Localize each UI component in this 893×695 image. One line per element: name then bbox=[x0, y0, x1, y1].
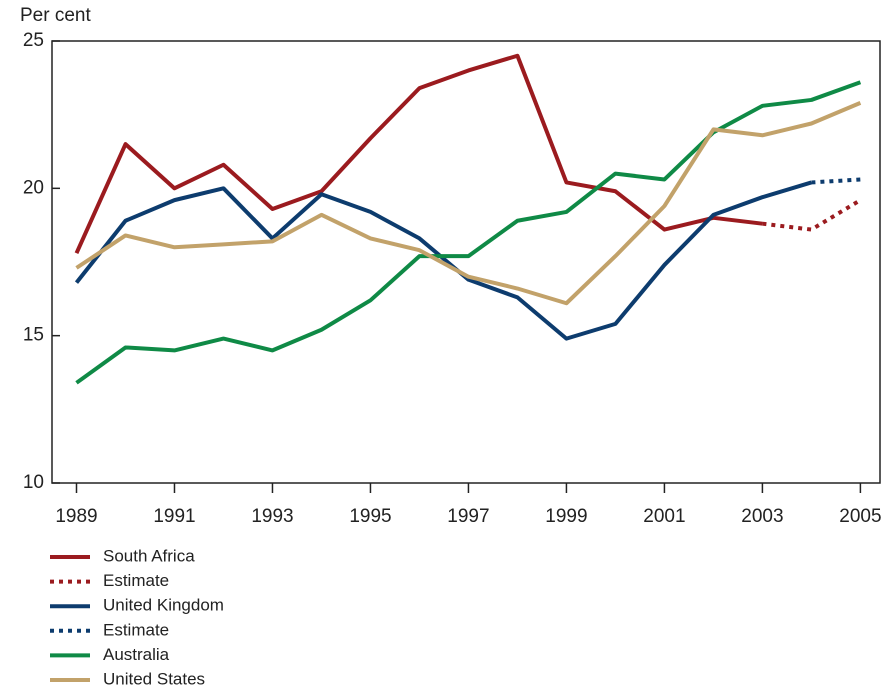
x-tick-label: 1999 bbox=[545, 506, 587, 527]
legend-label: Australia bbox=[103, 645, 170, 664]
y-tick-label: 10 bbox=[23, 472, 44, 493]
series-line bbox=[75, 80, 862, 385]
legend-label: Estimate bbox=[103, 571, 169, 590]
series-line bbox=[75, 101, 862, 306]
x-tick-label: 1991 bbox=[153, 506, 195, 527]
series-line bbox=[74, 53, 763, 254]
x-tick-label: 2001 bbox=[643, 506, 685, 527]
legend-label: United States bbox=[103, 669, 205, 688]
legend-label: United Kingdom bbox=[103, 596, 224, 615]
x-tick-label: 2003 bbox=[741, 506, 783, 527]
series-line bbox=[811, 177, 861, 185]
y-tick-label: 25 bbox=[23, 30, 44, 51]
legend-label: Estimate bbox=[103, 620, 169, 639]
x-tick-label: 1989 bbox=[55, 506, 97, 527]
legend-label: South Africa bbox=[103, 546, 195, 565]
y-tick-label: 20 bbox=[23, 177, 44, 198]
x-tick-label: 1993 bbox=[251, 506, 293, 527]
x-tick-label: 2005 bbox=[839, 506, 881, 527]
x-tick-label: 1997 bbox=[447, 506, 489, 527]
series-line bbox=[74, 180, 812, 341]
y-axis-label: Per cent bbox=[20, 5, 91, 26]
x-tick-label: 1995 bbox=[349, 506, 391, 527]
series-line bbox=[762, 198, 862, 232]
y-tick-label: 15 bbox=[23, 325, 44, 346]
plot-frame bbox=[51, 40, 881, 484]
